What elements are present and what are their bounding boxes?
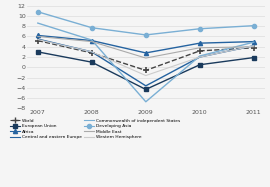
Legend: World, European Union, Africa, Central and eastern Europe, Commonwealth of indep: World, European Union, Africa, Central a…: [10, 119, 180, 139]
